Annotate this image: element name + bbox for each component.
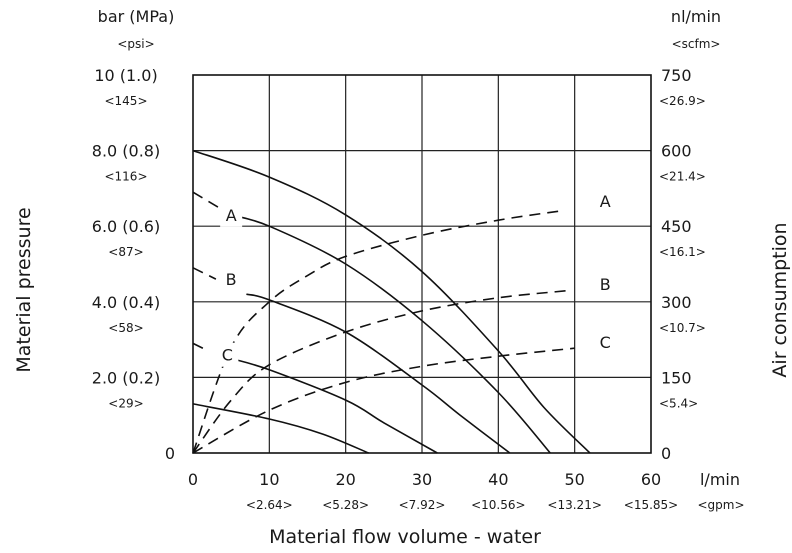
y-right-tick-alt-label: <5.4> xyxy=(659,396,698,410)
series-label-bg xyxy=(594,272,617,297)
y-right-tick-label: 450 xyxy=(661,217,692,236)
y-left-tick-label: 8.0 (0.8) xyxy=(92,142,160,161)
y-right-tick-alt-label: <21.4> xyxy=(659,170,706,184)
x-unit-alt: <gpm> xyxy=(697,498,744,512)
curves xyxy=(192,149,591,454)
series-label-bg xyxy=(594,330,617,355)
y-right-tick-alt-label: <16.1> xyxy=(659,245,706,259)
y-left-tick-label: 6.0 (0.6) xyxy=(92,217,160,236)
series-label-a: A xyxy=(226,206,237,225)
grid xyxy=(192,74,652,454)
x-tick-label: 40 xyxy=(488,470,508,489)
y-left-axis-title: Material pressure xyxy=(13,207,35,372)
series-label-bg xyxy=(220,267,243,292)
series-label-a: A xyxy=(600,192,611,211)
x-tick-label: 50 xyxy=(564,470,584,489)
pressure-curve-b xyxy=(192,267,217,280)
y-right-tick-label: 600 xyxy=(661,142,692,161)
pressure-curve-c xyxy=(192,342,209,352)
series-label-bg xyxy=(216,342,239,367)
y-right-tick-label: 300 xyxy=(661,293,692,312)
y-right-unit-alt: <scfm> xyxy=(672,37,721,51)
pressure-curve xyxy=(192,403,369,454)
y-left-unit: bar (MPa) xyxy=(98,7,175,26)
x-tick-label: 0 xyxy=(188,470,198,489)
pressure-curve-c xyxy=(230,357,438,454)
air-curve-a xyxy=(192,210,560,454)
labels: bar (MPa) <psi> nl/min <scfm> l/min <gpm… xyxy=(13,7,791,548)
x-unit: l/min xyxy=(700,470,740,489)
y-right-tick-alt-label: <26.9> xyxy=(659,94,706,108)
x-tick-alt-label: <2.64> xyxy=(246,498,293,512)
y-right-tick-label: 150 xyxy=(661,368,692,387)
y-right-tick-label: 750 xyxy=(661,66,692,85)
y-left-tick-label: 0 xyxy=(165,444,175,463)
y-left-unit-alt: <psi> xyxy=(117,37,154,51)
x-tick-label: 10 xyxy=(259,470,279,489)
y-right-axis-title: Air consumption xyxy=(769,222,791,377)
x-tick-alt-label: <7.92> xyxy=(399,498,446,512)
x-tick-label: 20 xyxy=(335,470,355,489)
pressure-curve-b xyxy=(246,293,511,454)
series-label-c: C xyxy=(600,333,611,352)
y-right-tick-alt-label: <10.7> xyxy=(659,321,706,335)
x-tick-alt-label: <15.85> xyxy=(624,498,678,512)
y-right-tick-label: 0 xyxy=(661,444,671,463)
y-left-tick-label: 10 (1.0) xyxy=(94,66,157,85)
series-label-bg xyxy=(594,189,617,213)
y-right-unit: nl/min xyxy=(671,7,721,26)
x-tick-label: 30 xyxy=(412,470,432,489)
series-label-c: C xyxy=(222,346,233,365)
x-tick-alt-label: <5.28> xyxy=(322,498,369,512)
series-label-b: B xyxy=(226,270,237,289)
series-label-b: B xyxy=(600,275,611,294)
y-left-tick-label: 4.0 (0.4) xyxy=(92,293,160,312)
air-curve-c xyxy=(192,347,575,454)
y-left-tick-alt-label: <145> xyxy=(104,94,147,108)
x-tick-label: 60 xyxy=(641,470,661,489)
pressure-curve-a xyxy=(230,214,551,454)
x-tick-alt-label: <13.21> xyxy=(547,498,601,512)
x-axis-title: Material flow volume - water xyxy=(269,526,541,548)
series-label-bg xyxy=(220,202,243,227)
y-left-tick-label: 2.0 (0.2) xyxy=(92,368,160,387)
pressure-curve xyxy=(192,149,591,454)
plot-frame xyxy=(192,74,652,454)
y-left-tick-alt-label: <58> xyxy=(108,321,143,335)
y-left-tick-alt-label: <116> xyxy=(104,170,147,184)
air-curve-b xyxy=(192,289,568,454)
x-tick-alt-label: <10.56> xyxy=(471,498,525,512)
y-left-tick-alt-label: <29> xyxy=(108,396,143,410)
y-left-tick-alt-label: <87> xyxy=(108,245,143,259)
